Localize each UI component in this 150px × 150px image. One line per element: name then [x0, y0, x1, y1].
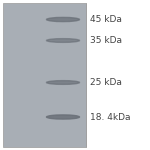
Text: 18. 4kDa: 18. 4kDa	[90, 112, 130, 122]
Ellipse shape	[46, 17, 80, 22]
Ellipse shape	[46, 115, 80, 119]
Ellipse shape	[46, 39, 80, 42]
Text: 45 kDa: 45 kDa	[90, 15, 122, 24]
FancyBboxPatch shape	[3, 3, 85, 147]
Text: 25 kDa: 25 kDa	[90, 78, 122, 87]
Ellipse shape	[46, 81, 80, 84]
Text: 35 kDa: 35 kDa	[90, 36, 122, 45]
